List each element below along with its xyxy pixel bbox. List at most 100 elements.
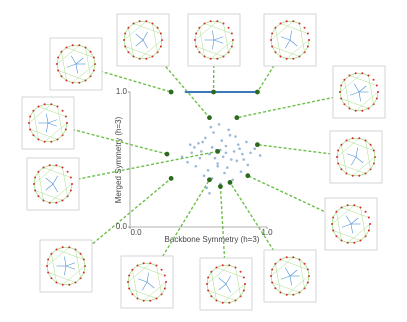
thumb-node <box>307 281 309 283</box>
thumb-node <box>137 265 139 267</box>
point <box>189 143 192 146</box>
thumb-node <box>50 141 52 143</box>
point <box>225 151 228 154</box>
thumb-node <box>56 281 58 283</box>
thumbnail <box>121 256 173 308</box>
thumb-node <box>365 211 367 213</box>
point <box>212 131 215 134</box>
point <box>208 192 211 195</box>
thumb-node <box>274 287 276 289</box>
thumb-node <box>373 162 375 164</box>
thumb-node <box>152 23 154 25</box>
thumb-node <box>337 162 339 164</box>
thumb-node <box>60 75 62 77</box>
thumb-node <box>292 256 294 258</box>
thumbnail <box>22 97 74 149</box>
thumb-node <box>340 144 342 146</box>
x-tick-label: 0.0 <box>130 228 142 237</box>
thumb-node <box>368 217 370 219</box>
thumb-node <box>143 300 145 302</box>
thumb-node <box>65 116 67 118</box>
thumb-node <box>28 122 30 124</box>
thumb-node <box>360 239 362 241</box>
thumbnail <box>50 38 102 90</box>
thumb-node <box>161 269 163 271</box>
thumb-node <box>299 259 301 261</box>
thumb-node <box>368 75 370 77</box>
thumb-node <box>160 45 162 47</box>
point <box>186 161 189 164</box>
point <box>236 160 239 163</box>
thumb-node <box>49 202 51 204</box>
thumb-node <box>340 97 342 99</box>
thumb-node <box>156 265 158 267</box>
thumb-node <box>271 281 273 283</box>
thumb-node <box>280 259 282 261</box>
point <box>214 157 217 160</box>
thumb-node <box>299 291 301 293</box>
thumb-node <box>340 168 342 170</box>
thumb-node <box>75 281 77 283</box>
point <box>223 172 226 175</box>
thumb-node <box>232 39 234 41</box>
thumb-node <box>90 51 92 53</box>
thumb-node <box>231 45 233 47</box>
thumb-node <box>270 39 272 41</box>
highlight-point <box>207 115 212 120</box>
thumb-node <box>62 199 64 201</box>
thumb-node <box>149 262 151 264</box>
point <box>231 178 234 181</box>
thumb-node <box>286 294 288 296</box>
thumb-node <box>56 63 58 65</box>
point <box>249 151 252 154</box>
highlight-point <box>165 152 170 157</box>
point <box>200 150 203 153</box>
thumb-node <box>128 287 130 289</box>
highlight-point <box>255 90 260 95</box>
thumb-node <box>355 110 357 112</box>
thumb-node <box>75 249 77 251</box>
thumb-node <box>37 171 39 173</box>
thumb-node <box>131 269 133 271</box>
thumb-node <box>29 128 31 130</box>
thumb-node <box>307 269 309 271</box>
point <box>233 150 236 153</box>
thumb-node <box>62 246 64 248</box>
thumb-node <box>72 82 74 84</box>
thumb-node <box>164 275 166 277</box>
thumb-node <box>304 27 306 29</box>
thumb-node <box>145 20 147 22</box>
thumb-node <box>349 75 351 77</box>
thumb-node <box>355 72 357 74</box>
thumb-node <box>47 271 49 273</box>
point <box>203 174 206 177</box>
thumb-node <box>124 33 126 35</box>
thumb-node <box>376 85 378 87</box>
thumb-node <box>210 271 212 273</box>
thumb-node <box>352 175 354 177</box>
point <box>205 187 208 190</box>
thumb-node <box>50 253 52 255</box>
point <box>197 142 200 145</box>
thumb-node <box>365 172 367 174</box>
point <box>242 158 245 161</box>
thumb-node <box>308 39 310 41</box>
thumb-node <box>65 128 67 130</box>
point <box>216 162 219 165</box>
thumb-node <box>243 277 245 279</box>
thumb-node <box>280 55 282 57</box>
thumbnail <box>333 66 385 118</box>
thumb-node <box>335 211 337 213</box>
thumb-node <box>286 58 288 60</box>
thumb-node <box>66 47 68 49</box>
highlight-point <box>255 142 260 147</box>
thumb-node <box>83 271 85 273</box>
thumb-node <box>228 302 230 304</box>
thumb-node <box>216 20 218 22</box>
thumb-node <box>341 239 343 241</box>
point <box>204 137 207 140</box>
thumb-node <box>353 204 355 206</box>
thumb-node <box>271 45 273 47</box>
thumb-node <box>210 58 212 60</box>
thumb-node <box>70 189 72 191</box>
